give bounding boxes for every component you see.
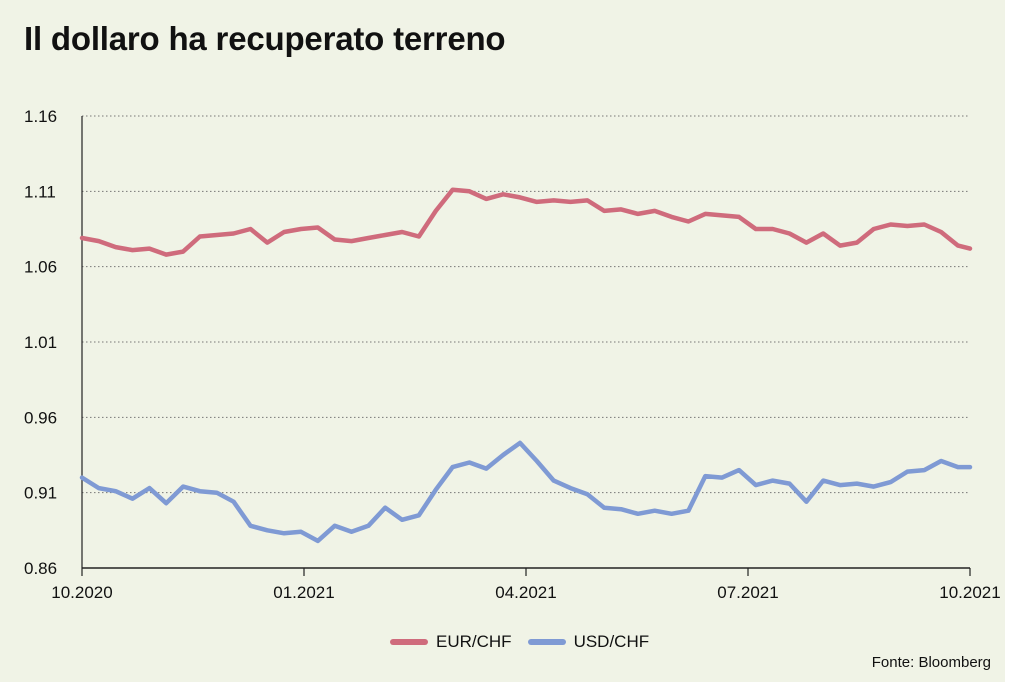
y-tick-label: 0.96	[24, 408, 57, 427]
y-axis-ticks: 1.16 1.11 1.06 1.01 0.96 0.91 0.86	[24, 107, 57, 578]
legend: EUR/CHF USD/CHF	[390, 632, 649, 652]
legend-swatch-eur-chf	[390, 639, 428, 645]
x-tick-label: 07.2021	[717, 583, 778, 602]
x-tick-label: 01.2021	[273, 583, 334, 602]
y-tick-label: 1.16	[24, 107, 57, 126]
x-tick-label: 04.2021	[495, 583, 556, 602]
x-tick-label: 10.2021	[939, 583, 1000, 602]
y-tick-label: 1.01	[24, 333, 57, 352]
y-tick-label: 1.06	[24, 258, 57, 277]
x-tick-label: 10.2020	[51, 583, 112, 602]
series-line-usd-chf	[79, 440, 973, 544]
source-note: Fonte: Bloomberg	[871, 654, 991, 671]
legend-label-usd-chf: USD/CHF	[573, 632, 650, 651]
legend-label-eur-chf: EUR/CHF	[436, 632, 512, 651]
grid-lines	[81, 115, 971, 576]
series-lines	[79, 187, 973, 544]
y-tick-label: 0.86	[24, 559, 57, 578]
series-line-eur-chf	[79, 187, 973, 257]
legend-swatch-usd-chf	[527, 639, 566, 645]
legend-item-eur-chf: EUR/CHF	[390, 632, 512, 652]
y-tick-label: 0.91	[24, 484, 57, 503]
x-axis-ticks: 10.2020 01.2021 04.2021 07.2021 10.2021	[51, 583, 1000, 602]
y-tick-label: 1.11	[24, 182, 56, 201]
legend-item-usd-chf: USD/CHF	[527, 632, 650, 652]
chart-title: Il dollaro ha recuperato terreno	[24, 20, 506, 57]
